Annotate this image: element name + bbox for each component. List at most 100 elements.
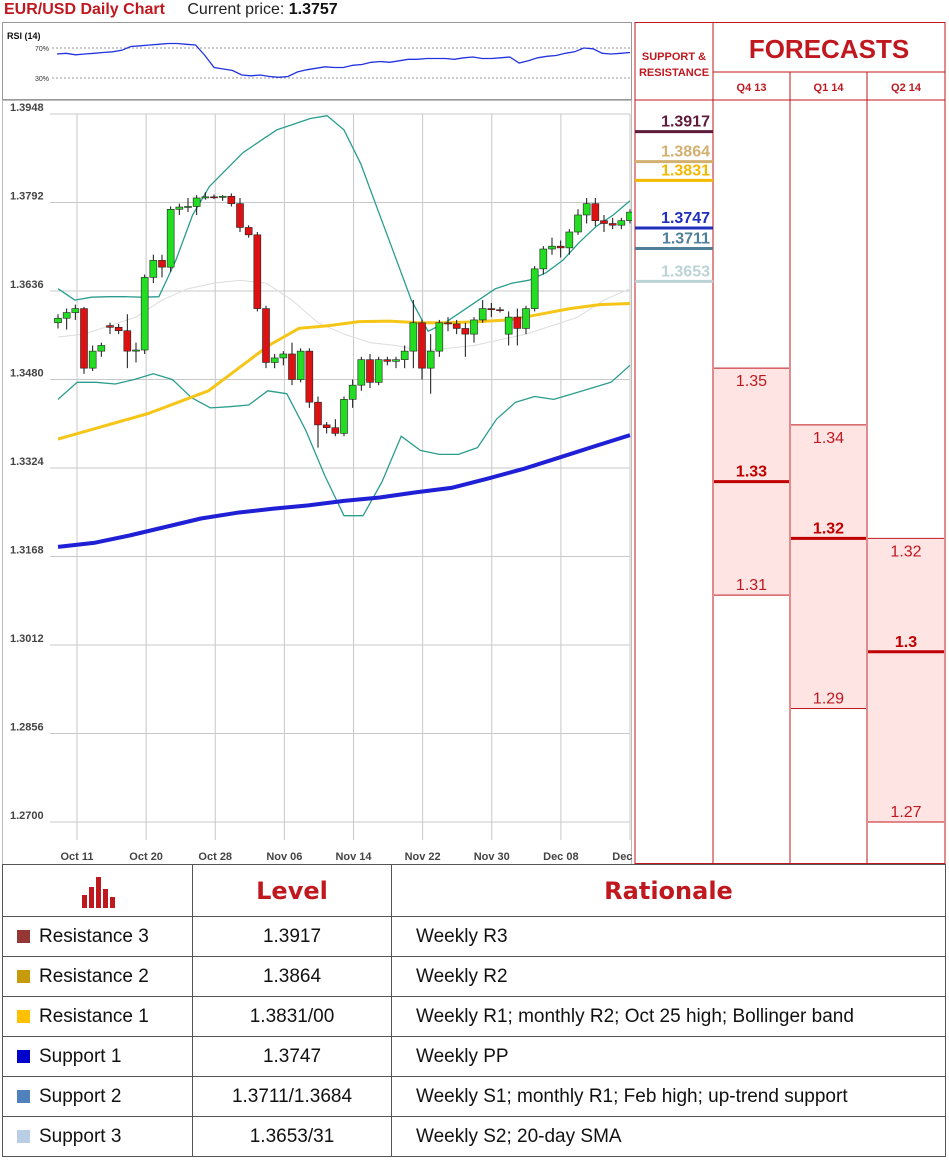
level-name: Resistance 3 [39, 925, 149, 947]
y-tick-label: 1.3480 [10, 368, 44, 380]
candle-up [470, 319, 478, 335]
table-row: Support 2 1.3711/1.3684 Weekly S1; monthly… [2, 1076, 946, 1117]
candle-up [218, 195, 227, 198]
sr-level-value: 1.3864 [661, 144, 710, 161]
forecast-mid-label: 1.32 [813, 520, 844, 537]
candle-down [236, 203, 244, 228]
candle-down [452, 323, 461, 329]
candle-down [123, 330, 132, 352]
candle-down [288, 353, 296, 380]
candle-down [600, 220, 608, 224]
forecast-range [868, 538, 944, 822]
candle-up [626, 211, 632, 221]
candle-up [132, 349, 140, 352]
rsi-title: RSI (14) [7, 31, 41, 41]
candle-up [539, 248, 548, 270]
candle-down [305, 350, 314, 403]
forecast-low-label: 1.29 [813, 691, 844, 708]
candle-up [548, 245, 556, 250]
candle-down [513, 316, 522, 329]
forecast-column-label: Q1 14 [814, 82, 845, 94]
forecast-high-label: 1.35 [736, 373, 767, 390]
level-rationale: Weekly S2; 20-day SMA [391, 1116, 946, 1157]
candle-up [71, 308, 80, 313]
level-color-swatch [17, 929, 30, 943]
x-tick-label: Dec 16 [612, 851, 632, 863]
forecast-high-label: 1.34 [813, 430, 844, 447]
x-tick-label: Nov 14 [335, 851, 372, 863]
bollinger-lower-line [57, 364, 631, 517]
level-rationale: Weekly PP [391, 1036, 946, 1077]
level-name: Resistance 2 [39, 965, 149, 987]
sma-50-line [57, 302, 631, 441]
candle-down [487, 308, 496, 311]
candle-down [383, 359, 392, 362]
forecast-frame [634, 22, 946, 864]
chart-frame [2, 100, 632, 865]
candle-down [106, 325, 114, 328]
sr-level-value: 1.3831 [661, 162, 710, 179]
forecast-column-label: Q4 13 [737, 82, 767, 94]
candle-down [210, 196, 218, 199]
forecast-column-label: Q2 14 [891, 82, 922, 94]
x-tick-label: Oct 11 [60, 851, 93, 863]
candle-up [54, 317, 62, 324]
candle-down [80, 308, 88, 369]
forecast-mid-label: 1.3 [895, 634, 917, 651]
candle-down [114, 327, 123, 332]
forecasts-title: FORECASTS [749, 34, 909, 64]
level-name: Resistance 1 [39, 1005, 149, 1027]
price-label: Current price: [187, 1, 285, 18]
candle-down [591, 203, 600, 221]
candle-up [530, 268, 539, 309]
candle-up [149, 260, 158, 278]
level-name: Support 3 [39, 1125, 122, 1147]
level-color-swatch [17, 969, 30, 983]
level-color-swatch [17, 1049, 30, 1063]
sr-level-value: 1.3917 [661, 114, 710, 131]
candle-down [444, 322, 452, 325]
candle-down [418, 322, 426, 369]
y-tick-label: 1.3324 [10, 456, 45, 468]
candle-up [582, 203, 591, 216]
level-name: Support 1 [39, 1045, 122, 1067]
y-tick-label: 1.3012 [10, 633, 44, 645]
sma-200-line [57, 433, 631, 549]
candle-up [279, 353, 288, 359]
sr-label-line1: SUPPORT & [642, 51, 706, 63]
candle-up [565, 231, 574, 249]
candle-up [97, 345, 106, 352]
level-header: Level [192, 864, 392, 917]
level-value: 1.3653/31 [192, 1116, 392, 1157]
candle-up [504, 316, 513, 335]
sr-level-value: 1.3653 [661, 263, 710, 280]
level-rationale: Weekly R3 [391, 916, 946, 957]
candle-down [331, 427, 340, 434]
candle-down [158, 260, 166, 268]
forecast-low-label: 1.31 [736, 577, 767, 594]
level-name-cell: Resistance 2 [2, 956, 193, 997]
rsi-panel: RSI (14) 70% 30% [2, 22, 632, 100]
chart-header: EUR/USD Daily Chart Current price: 1.375… [4, 0, 338, 22]
candle-up [357, 359, 366, 386]
candle-up [166, 209, 175, 268]
x-tick-label: Dec 08 [543, 851, 578, 863]
level-name-cell: Support 1 [2, 1036, 193, 1077]
candle-down [253, 234, 262, 309]
candle-down [322, 424, 331, 429]
y-tick-label: 1.2856 [10, 722, 44, 734]
x-tick-label: Nov 06 [266, 851, 302, 863]
x-tick-label: Oct 28 [198, 851, 232, 863]
level-value: 1.3864 [192, 956, 392, 997]
rationale-header: Rationale [391, 864, 946, 917]
y-tick-label: 1.3792 [10, 191, 44, 203]
level-rationale: Weekly S1; monthly R1; Feb high; up-tren… [391, 1076, 946, 1117]
level-name-cell: Resistance 1 [2, 996, 193, 1037]
sr-level-value: 1.3747 [661, 210, 710, 227]
candle-down [366, 359, 374, 383]
candle-up [574, 214, 582, 233]
price-value: 1.3757 [288, 1, 338, 18]
x-tick-label: Nov 30 [474, 851, 510, 863]
level-color-swatch [17, 1129, 30, 1143]
candle-up [617, 220, 626, 226]
